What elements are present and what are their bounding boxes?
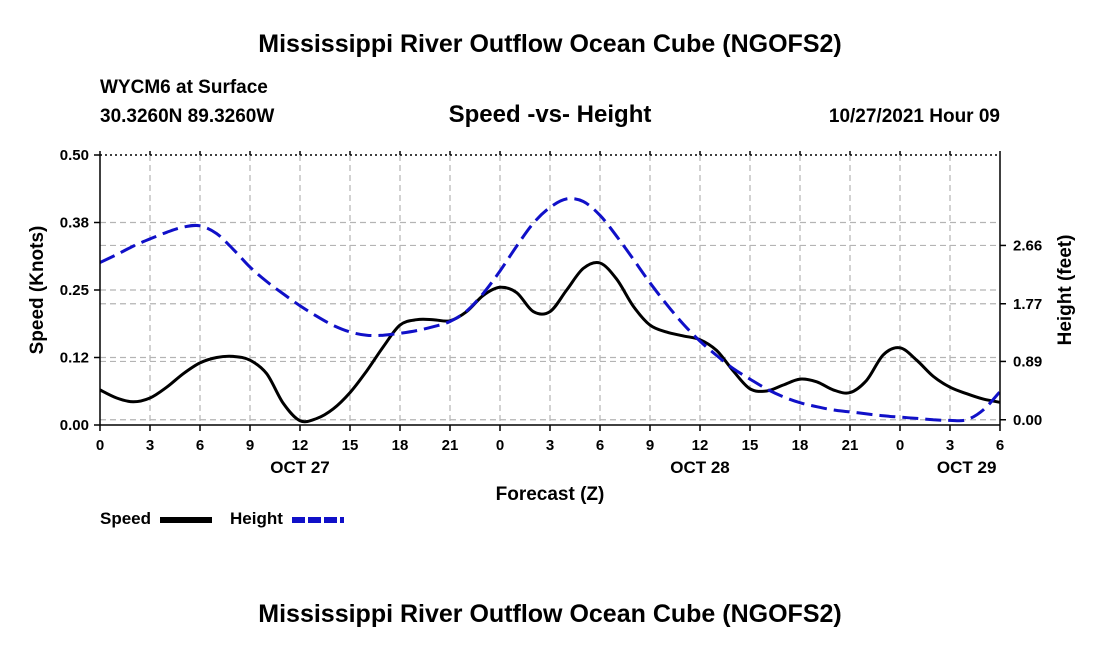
x-tick-label: 0 [96,437,104,454]
series-layer [100,197,1000,424]
x-day-label: OCT 27 [270,458,330,477]
x-day-label: OCT 29 [937,458,997,477]
legend-speed-swatch [160,517,212,523]
axes-layer [94,151,1006,431]
labels-layer: 0 3 6 9 12 15 18 21 0 3 6 9 12 15 18 21 0 3 6 OCT 27 OCT 28 O… [27,147,1076,505]
x-tick-label: 15 [742,437,759,454]
legend-height-label: Height [230,509,283,528]
legend-speed-label: Speed [100,509,152,528]
x-tick-label: 3 [946,437,954,454]
y-axis-title: Speed (Knots) [27,226,48,355]
series-line-height [100,197,1000,423]
x-day-label: OCT 28 [670,458,730,477]
series-line-speed [100,260,1000,424]
x-tick-label: 9 [646,437,654,454]
x-tick-label: 6 [996,437,1004,454]
y2-axis-title: Height (feet) [1055,235,1076,346]
x-axis-title: Forecast (Z) [496,484,605,505]
coordinates-label: 30.3260N 89.3260W [100,106,275,127]
x-tick-label: 12 [692,437,709,454]
y2-tick-label: 0.00 [1013,412,1042,429]
y2-tick-label: 0.89 [1013,353,1042,370]
x-tick-label: 6 [196,437,204,454]
station-label: WYCM6 at Surface [100,77,268,98]
y-tick-label: 0.50 [60,147,89,164]
y2-tick-label: 1.77 [1013,296,1042,313]
datetime-label: 10/27/2021 Hour 09 [828,106,1000,127]
x-tick-label: 9 [246,437,254,454]
y-tick-label: 0.00 [60,417,89,434]
y-tick-label: 0.25 [60,282,89,299]
y-tick-label: 0.12 [60,350,89,367]
x-tick-label: 21 [842,437,859,454]
x-tick-label: 0 [496,437,504,454]
footer-title: Mississippi River Outflow Ocean Cube (NG… [258,600,842,628]
x-tick-label: 3 [546,437,554,454]
y2-tick-label: 2.66 [1013,237,1042,254]
x-tick-label: 12 [292,437,309,454]
x-tick-label: 0 [896,437,904,454]
grid-layer [100,155,1000,425]
chart-subtitle: Speed -vs- Height [448,101,652,128]
x-tick-label: 3 [146,437,154,454]
x-tick-label: 15 [342,437,359,454]
x-tick-label: 18 [392,437,409,454]
y-tick-label: 0.38 [60,215,89,232]
x-tick-label: 21 [442,437,459,454]
x-tick-label: 18 [792,437,809,454]
legend-height-swatch [292,517,344,523]
chart-title: Mississippi River Outflow Ocean Cube (NG… [258,30,842,58]
x-tick-label: 6 [596,437,604,454]
